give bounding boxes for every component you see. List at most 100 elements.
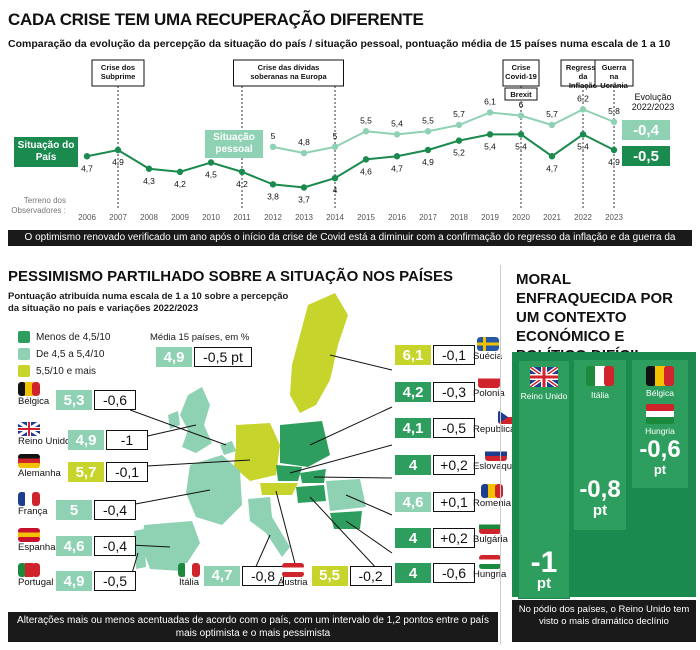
average-score: 4,9 <box>156 347 192 367</box>
legend-item: 5,5/10 e mais <box>18 364 111 378</box>
data-point <box>455 121 463 129</box>
x-tick-label: 2012 <box>264 213 282 222</box>
data-label: 4,9 <box>422 157 434 167</box>
flag-uk-icon <box>528 365 560 389</box>
country-item: Portugal 4,9 -0,5 <box>18 563 136 591</box>
annotation-label: Subprime <box>101 72 136 81</box>
x-tick-label: 2017 <box>419 213 437 222</box>
bar-uk-value: -1 <box>530 546 558 579</box>
map-sweden <box>290 293 348 413</box>
data-point <box>455 137 463 144</box>
annotation-label: Crise dos <box>101 63 135 72</box>
x-tick-label: 2021 <box>543 213 561 222</box>
x-tick-label: 2020 <box>512 213 530 222</box>
data-label: 4,6 <box>360 166 372 176</box>
evolution-title: Evolução 2022/2023 <box>631 92 675 112</box>
flag-austria-icon <box>281 563 304 577</box>
bar-uk-unit: pt <box>536 575 552 592</box>
data-label: 3,8 <box>267 191 279 201</box>
x-tick-label: 2019 <box>481 213 499 222</box>
annotation-box <box>504 87 538 101</box>
country-name: Romenia <box>473 498 512 509</box>
map-leader-lines <box>130 354 393 586</box>
data-point <box>579 106 587 113</box>
country-delta: -1 <box>106 430 148 450</box>
map-italy <box>248 497 290 557</box>
data-point <box>331 174 339 182</box>
data-label: 4 <box>333 185 338 195</box>
annotation-label: na <box>610 72 620 81</box>
data-label: 3,7 <box>298 195 310 205</box>
annotation-label: Regresso <box>566 63 601 72</box>
country-score: 5 <box>56 500 92 520</box>
country-name: Áustria <box>278 577 308 588</box>
annotation-label: Crise das dívidas <box>258 63 320 72</box>
evolution-country: -0,5 <box>622 146 670 166</box>
annotation-box <box>233 59 344 87</box>
data-point <box>517 112 525 119</box>
flag-italy-icon <box>586 366 614 386</box>
data-label: 5 <box>333 131 338 141</box>
country-score: 5,7 <box>68 462 104 482</box>
map-poland <box>280 421 330 467</box>
flag-belgica-icon <box>18 382 40 396</box>
country-score: 4 <box>395 563 431 583</box>
data-point <box>269 181 277 188</box>
bar-italy-label: Itália <box>591 390 609 400</box>
annotation-label: Crise <box>512 63 531 72</box>
flag-reino-unido-icon <box>18 422 40 436</box>
data-label: 6 <box>519 100 524 110</box>
data-label: 4,5 <box>205 170 217 180</box>
country-score: 4,7 <box>204 565 240 586</box>
country-delta: -0,6 <box>433 563 475 583</box>
data-point <box>176 168 184 176</box>
flag-eslovaquia-icon <box>485 447 508 461</box>
country-name: França <box>18 506 48 517</box>
map-austria <box>260 483 298 495</box>
country-delta: -0,1 <box>106 462 148 482</box>
x-tick-label: 2007 <box>109 213 127 222</box>
legend-item: De 4,5 a 5,4/10 <box>18 347 111 361</box>
series-tag-country: Situação do País <box>14 137 78 167</box>
data-label: 4,3 <box>143 176 155 186</box>
right-panel-footer: No pódio dos países, o Reino Unido tem v… <box>512 600 696 642</box>
data-label: 5,5 <box>360 115 372 125</box>
data-point <box>238 168 246 176</box>
data-label: 5,4 <box>577 141 589 151</box>
data-point <box>393 131 401 138</box>
average-label: Média 15 países, em % <box>150 332 250 343</box>
country-item: 4 +0,2 Eslovaquia <box>395 447 519 475</box>
flag-hungria-icon <box>478 555 501 569</box>
data-point <box>362 128 370 135</box>
country-name: Bulgária <box>473 534 508 545</box>
country-name: Polonia <box>473 388 505 399</box>
x-tick-label: 2014 <box>326 213 344 222</box>
country-score: 4 <box>395 528 431 548</box>
annotation-box <box>594 59 634 87</box>
series-line <box>86 133 615 189</box>
data-point <box>331 143 339 151</box>
bar-be-hu-unit: pt <box>653 462 667 477</box>
x-tick-label: 2006 <box>78 213 96 222</box>
data-point <box>548 121 556 129</box>
country-delta: -0,4 <box>94 500 136 520</box>
map-spain <box>142 521 200 571</box>
country-delta: -0,8 <box>242 565 284 586</box>
map-section-title: PESSIMISMO PARTILHADO SOBRE A SITUAÇÃO N… <box>8 268 454 285</box>
data-point <box>300 184 308 191</box>
europe-map <box>130 293 393 586</box>
map-belgium <box>220 441 236 455</box>
x-tick-label: 2023 <box>605 213 623 222</box>
annotation-label: da <box>579 72 589 81</box>
flag-bulgaria-icon <box>479 520 502 534</box>
data-label: 4,7 <box>391 163 403 173</box>
country-item: 4,2 -0,3 Polonia <box>395 374 505 402</box>
country-name: Itália <box>178 577 200 588</box>
flag-italia-icon <box>178 563 200 577</box>
average-box: 4,9 -0,5 pt <box>156 346 252 368</box>
data-label: 4,7 <box>81 163 93 173</box>
country-item: 4,6 +0,1 Romenia <box>395 484 511 512</box>
country-item: 4 +0,2 Bulgária <box>395 520 508 548</box>
bar-italy: Itália -0,8 pt <box>574 360 626 530</box>
